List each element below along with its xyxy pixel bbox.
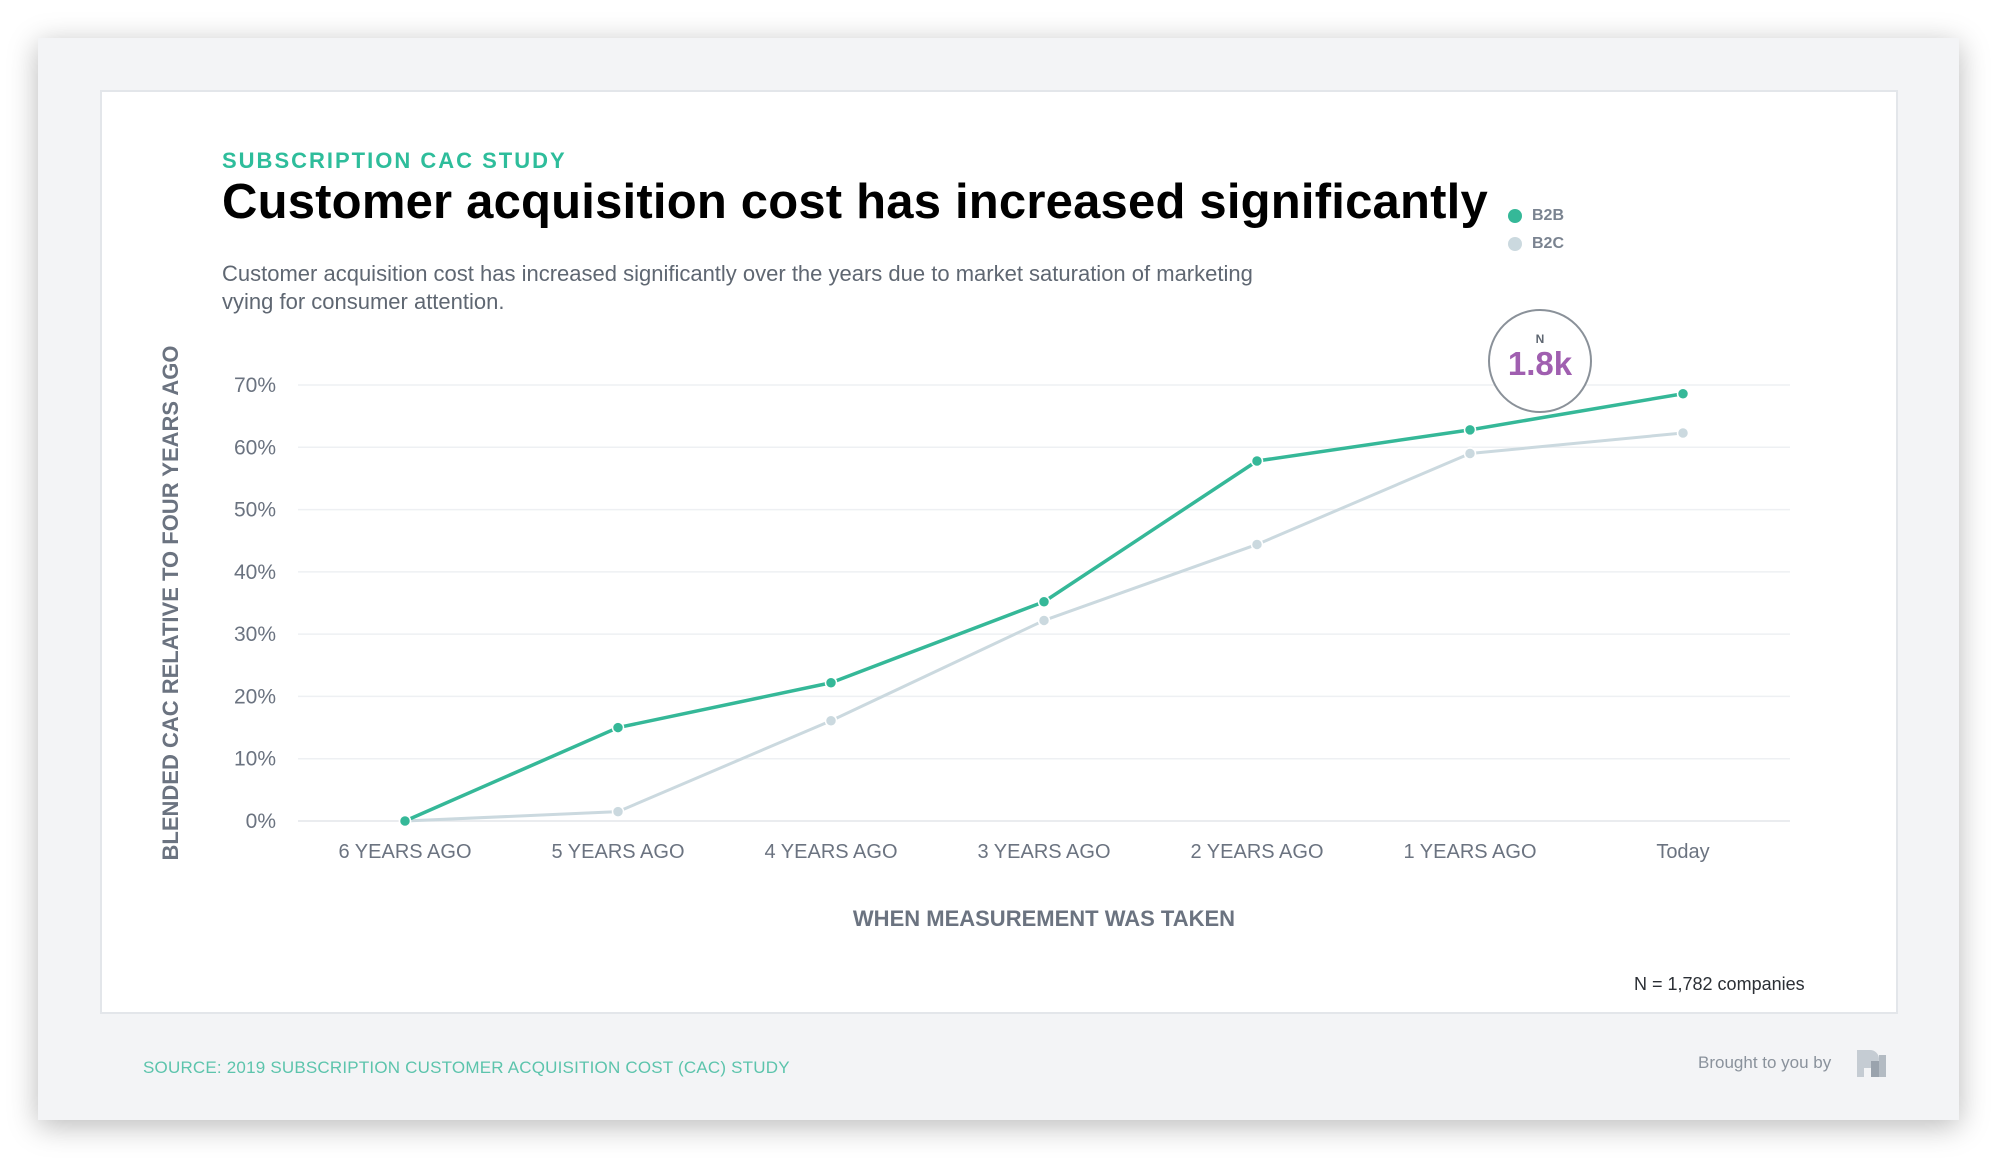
x-tick-label: 5 YEARS AGO — [551, 841, 684, 863]
y-tick-label: 60% — [234, 436, 276, 459]
data-point-b2c[interactable] — [1037, 614, 1051, 627]
n-size-badge: N 1.8k — [1488, 309, 1592, 413]
brought-to-you-by: Brought to you by — [1698, 1053, 1832, 1072]
x-tick-label: 3 YEARS AGO — [977, 841, 1110, 863]
chart-card — [100, 90, 1898, 1014]
y-tick-label: 0% — [246, 810, 276, 833]
n-badge-letter: N — [1535, 332, 1545, 346]
data-point-b2b[interactable] — [1676, 387, 1690, 400]
legend-label-b2b: B2B — [1532, 207, 1565, 224]
x-tick-label: 4 YEARS AGO — [764, 841, 897, 863]
x-tick-label: 2 YEARS AGO — [1190, 841, 1323, 863]
y-tick-label: 30% — [234, 623, 276, 646]
y-tick-label: 10% — [234, 748, 276, 771]
y-tick-label: 50% — [234, 499, 276, 522]
legend-swatch-b2b — [1508, 209, 1522, 223]
y-tick-label: 20% — [234, 685, 276, 708]
y-axis-title: BLENDED CAC RELATIVE TO FOUR YEARS AGO — [158, 345, 183, 860]
x-axis-title: WHEN MEASUREMENT WAS TAKEN — [853, 906, 1235, 931]
x-tick-label: Today — [1656, 841, 1709, 863]
data-point-b2c[interactable] — [824, 714, 838, 727]
line-chart: 0% 10% 20% 30% 40% 50% 60% 70% 6 YEARS AGO 5 YEA… — [158, 345, 1790, 931]
y-axis-ticks: 0% 10% 20% 30% 40% 50% 60% 70% — [234, 374, 276, 833]
chart-kicker: SUBSCRIPTION CAC STUDY — [222, 148, 567, 173]
grid-lines — [298, 384, 1790, 822]
source-note: SOURCE: 2019 SUBSCRIPTION CUSTOMER ACQUI… — [143, 1058, 790, 1077]
data-point-b2b[interactable] — [824, 676, 838, 689]
profitwell-logo-icon[interactable] — [1854, 1046, 1888, 1080]
data-point-b2b[interactable] — [1250, 454, 1264, 468]
data-point-b2b[interactable] — [1037, 595, 1051, 609]
chart-legend: B2B B2C — [1508, 202, 1564, 258]
legend-item-b2c[interactable]: B2C — [1508, 230, 1564, 258]
data-point-b2b[interactable] — [1463, 423, 1477, 437]
y-tick-label: 70% — [234, 374, 276, 397]
legend-item-b2b[interactable]: B2B — [1508, 202, 1564, 230]
legend-swatch-b2c — [1508, 237, 1522, 251]
x-axis-ticks: 6 YEARS AGO 5 YEARS AGO 4 YEARS AGO 3 YEARS… — [338, 841, 1709, 863]
chart-subtitle: Customer acquisition cost has increased … — [222, 261, 1253, 314]
n-badge-value: 1.8k — [1507, 345, 1573, 382]
data-point-b2b[interactable] — [398, 814, 412, 828]
x-tick-label: 6 YEARS AGO — [338, 841, 471, 863]
series-line-b2c — [403, 431, 1685, 823]
legend-label-b2c: B2C — [1532, 235, 1565, 252]
data-point-b2c[interactable] — [1463, 447, 1477, 460]
data-point-b2c[interactable] — [611, 805, 625, 818]
data-point-b2b[interactable] — [611, 721, 625, 734]
sample-size-note: N = 1,782 companies — [1634, 974, 1805, 994]
y-tick-label: 40% — [234, 561, 276, 584]
data-point-b2c[interactable] — [1250, 538, 1264, 551]
chart-title: Customer acquisition cost has increased … — [222, 175, 1488, 229]
x-tick-label: 1 YEARS AGO — [1403, 841, 1536, 863]
data-point-b2c[interactable] — [1676, 426, 1690, 440]
series-points — [398, 387, 1690, 828]
